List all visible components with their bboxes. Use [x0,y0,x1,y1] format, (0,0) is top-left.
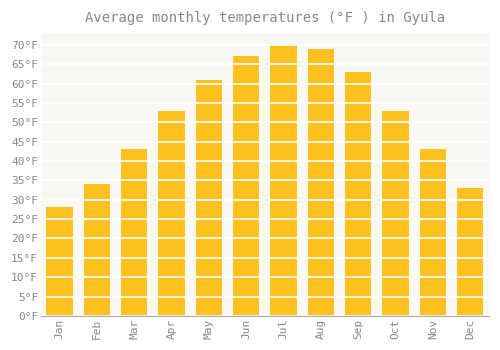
Bar [308,49,334,316]
Bar [158,111,184,316]
Bar [46,208,72,316]
Bar [196,80,222,316]
Title: Average monthly temperatures (°F ) in Gyula: Average monthly temperatures (°F ) in Gy… [85,11,445,25]
Bar [457,188,483,316]
Bar [345,72,372,316]
Bar [233,56,260,316]
Bar [84,184,110,316]
Bar [382,111,408,316]
Bar [121,149,148,316]
Bar [270,45,296,316]
Bar [420,149,446,316]
